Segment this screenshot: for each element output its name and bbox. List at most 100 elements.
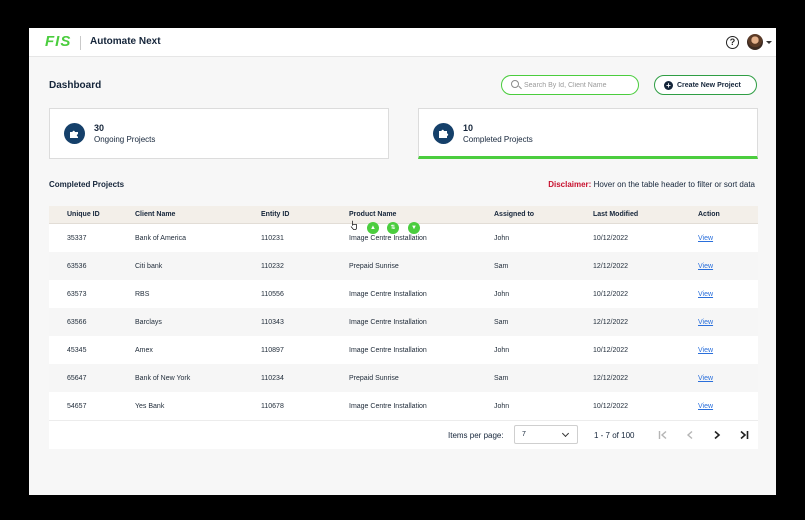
table-row: 63536 Citi bank 110232 Prepaid Sunrise Sam 12… bbox=[49, 252, 758, 280]
client-name-cell: Barclays bbox=[135, 319, 162, 326]
product-name-cell: Image Centre Installation bbox=[349, 319, 427, 326]
last-page-button[interactable] bbox=[735, 426, 753, 444]
client-name-cell: RBS bbox=[135, 291, 150, 298]
ongoing-label: Ongoing Projects bbox=[94, 135, 156, 144]
items-per-page-value: 7 bbox=[522, 431, 526, 438]
hand-pointer-icon bbox=[350, 220, 357, 230]
chevron-right-icon bbox=[714, 430, 721, 440]
previous-page-button[interactable] bbox=[681, 426, 699, 444]
product-name-cell: Image Centre Installation bbox=[349, 235, 427, 242]
last-modified-cell: 10/12/2022 bbox=[593, 347, 629, 354]
app-screen: FIS Automate Next ? Dashboard + Create N… bbox=[29, 28, 776, 495]
header-unique-id[interactable]: Unique ID bbox=[67, 211, 100, 218]
last-modified-cell: 12/12/2022 bbox=[593, 319, 629, 326]
last-modified-cell: 10/12/2022 bbox=[593, 235, 629, 242]
client-name-cell: Amex bbox=[135, 347, 153, 354]
product-name-cell: Prepaid Sunrise bbox=[349, 375, 399, 382]
chevron-left-icon bbox=[686, 430, 693, 440]
create-project-label: Create New Project bbox=[677, 81, 741, 89]
search-input[interactable] bbox=[524, 78, 634, 92]
last-modified-cell: 12/12/2022 bbox=[593, 263, 629, 270]
table-row: 65647 Bank of New York 110234 Prepaid Sunri… bbox=[49, 364, 758, 392]
view-link[interactable]: View bbox=[698, 375, 714, 382]
disclaimer-label: Disclaimer: bbox=[548, 180, 592, 189]
table-row: 63566 Barclays 110343 Image Centre Installa… bbox=[49, 308, 758, 336]
ongoing-projects-card[interactable]: 30 Ongoing Projects bbox=[49, 108, 389, 159]
view-link[interactable]: View bbox=[698, 263, 714, 270]
table-row: 45345 Amex 110897 Image Centre Installation… bbox=[49, 336, 758, 364]
assigned-to-cell: John bbox=[494, 403, 510, 410]
create-project-button[interactable]: + Create New Project bbox=[654, 75, 757, 95]
view-link[interactable]: View bbox=[698, 235, 714, 242]
entity-id-cell: 110231 bbox=[261, 235, 284, 242]
first-page-button[interactable] bbox=[654, 426, 672, 444]
items-per-page-select[interactable]: 7 bbox=[514, 425, 578, 444]
fis-logo[interactable]: FIS bbox=[45, 33, 72, 50]
header-assigned-to[interactable]: Assigned to bbox=[494, 211, 535, 218]
completed-label: Completed Projects bbox=[463, 135, 533, 144]
ongoing-count: 30 bbox=[94, 123, 105, 133]
assigned-to-cell: Sam bbox=[494, 375, 509, 382]
disclaimer: Disclaimer: Hover on the table header to… bbox=[548, 180, 755, 189]
assigned-to-cell: John bbox=[494, 291, 510, 298]
product-name-cell: Prepaid Sunrise bbox=[349, 263, 399, 270]
header-action: Action bbox=[698, 211, 720, 218]
client-name-cell: Yes Bank bbox=[135, 403, 165, 410]
next-page-button[interactable] bbox=[708, 426, 726, 444]
entity-id-cell: 110556 bbox=[261, 291, 284, 298]
logo-text: FIS bbox=[45, 33, 72, 50]
page-title: Dashboard bbox=[49, 80, 102, 91]
chevron-down-icon[interactable] bbox=[766, 41, 772, 44]
disclaimer-text: Hover on the table header to filter or s… bbox=[591, 180, 755, 189]
section-title: Completed Projects bbox=[49, 180, 125, 189]
view-link[interactable]: View bbox=[698, 347, 714, 354]
unique-id-cell: 65647 bbox=[67, 375, 87, 382]
client-name-cell: Bank of America bbox=[135, 235, 186, 242]
top-bar: FIS Automate Next ? bbox=[29, 28, 776, 57]
filter-icon[interactable]: ▼ bbox=[408, 222, 420, 234]
view-link[interactable]: View bbox=[698, 319, 714, 326]
avatar[interactable] bbox=[747, 34, 763, 50]
header-client-name[interactable]: Client Name bbox=[135, 211, 176, 218]
last-modified-cell: 12/12/2022 bbox=[593, 375, 629, 382]
entity-id-cell: 110232 bbox=[261, 263, 284, 270]
entity-id-cell: 110897 bbox=[261, 347, 284, 354]
logo-divider bbox=[80, 36, 81, 50]
last-page-icon bbox=[740, 430, 749, 440]
product-name-cell: Image Centre Installation bbox=[349, 347, 427, 354]
completed-count: 10 bbox=[463, 123, 474, 133]
arrow-up-icon[interactable]: ▲ bbox=[367, 222, 379, 234]
assigned-to-cell: Sam bbox=[494, 319, 509, 326]
items-per-page-label: Items per page: bbox=[448, 431, 504, 440]
header-last-modified[interactable]: Last Modified bbox=[593, 211, 639, 218]
entity-id-cell: 110234 bbox=[261, 375, 284, 382]
client-name-cell: Bank of New York bbox=[135, 375, 191, 382]
projects-table: Unique ID Client Name Entity ID Product … bbox=[49, 206, 758, 449]
assigned-to-cell: John bbox=[494, 235, 510, 242]
view-link[interactable]: View bbox=[698, 403, 714, 410]
puzzle-icon bbox=[64, 123, 85, 144]
unique-id-cell: 45345 bbox=[67, 347, 87, 354]
search-box[interactable] bbox=[501, 75, 639, 95]
header-entity-id[interactable]: Entity ID bbox=[261, 211, 290, 218]
header-product-name[interactable]: Product Name bbox=[349, 211, 397, 218]
last-modified-cell: 10/12/2022 bbox=[593, 291, 629, 298]
view-link[interactable]: View bbox=[698, 291, 714, 298]
table-row: 54657 Yes Bank 110678 Image Centre Installa… bbox=[49, 392, 758, 420]
chevron-down-icon bbox=[561, 429, 570, 438]
puzzle-icon bbox=[433, 123, 454, 144]
completed-projects-card[interactable]: 10 Completed Projects bbox=[418, 108, 758, 159]
assigned-to-cell: John bbox=[494, 347, 510, 354]
search-icon bbox=[511, 80, 519, 88]
entity-id-cell: 110343 bbox=[261, 319, 284, 326]
page-range: 1 - 7 of 100 bbox=[594, 431, 635, 440]
table-row: 35337 Bank of America 110231 Image Centre I… bbox=[49, 224, 758, 252]
first-page-icon bbox=[658, 430, 667, 440]
table-header: Unique ID Client Name Entity ID Product … bbox=[49, 206, 758, 224]
sort-icon[interactable]: ⇅ bbox=[387, 222, 399, 234]
unique-id-cell: 63566 bbox=[67, 319, 87, 326]
help-icon[interactable]: ? bbox=[726, 36, 739, 49]
table-row: 63573 RBS 110556 Image Centre Installation J… bbox=[49, 280, 758, 308]
unique-id-cell: 63573 bbox=[67, 291, 87, 298]
